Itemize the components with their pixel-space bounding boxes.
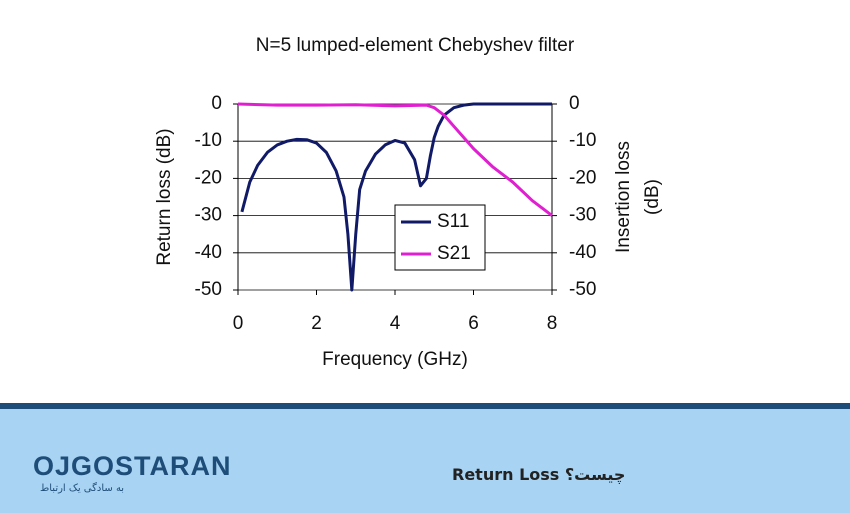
legend: S11 S21 [394, 204, 486, 271]
y2-tick-label: -20 [569, 167, 596, 188]
legend-label: S21 [437, 243, 471, 264]
y2-tick-label: -40 [569, 242, 596, 263]
y-tick-label: -40 [195, 242, 222, 263]
y-tick-label: -50 [195, 279, 222, 300]
y2-tick-label: 0 [569, 93, 580, 114]
chart-title: N=5 lumped-element Chebyshev filter [256, 35, 575, 56]
footer: OJGOSTARAN به سادگی یک ارتباط Return Los… [0, 403, 850, 513]
legend-label: S11 [437, 211, 469, 232]
y2-axis-label: Insertion loss [613, 141, 634, 253]
y-tick-label: -20 [195, 167, 222, 188]
caption: Return Loss چیست؟ [452, 465, 626, 484]
x-tick-label: 4 [390, 313, 401, 334]
y-tick-label: -10 [195, 130, 222, 151]
y-tick-label: -30 [195, 205, 222, 226]
chart: N=5 lumped-element Chebyshev filter Freq… [154, 35, 663, 370]
y2-tick-label: -50 [569, 279, 596, 300]
series-line [237, 102, 553, 217]
y2-axis-label-unit: (dB) [642, 179, 663, 215]
y2-tick-label: -10 [569, 130, 596, 151]
y2-tick-label: -30 [569, 205, 596, 226]
y-axis-label: Return loss (dB) [154, 128, 175, 265]
x-tick-label: 8 [547, 313, 558, 334]
logo: OJGOSTARAN [33, 451, 232, 481]
x-tick-label: 2 [311, 313, 322, 334]
legend-box [394, 204, 486, 271]
x-tick-label: 0 [233, 313, 244, 334]
series-line [240, 102, 552, 292]
x-tick-label: 6 [468, 313, 479, 334]
x-axis-label: Frequency (GHz) [322, 349, 468, 370]
tagline: به سادگی یک ارتباط [40, 483, 125, 494]
y-tick-label: 0 [211, 93, 222, 114]
